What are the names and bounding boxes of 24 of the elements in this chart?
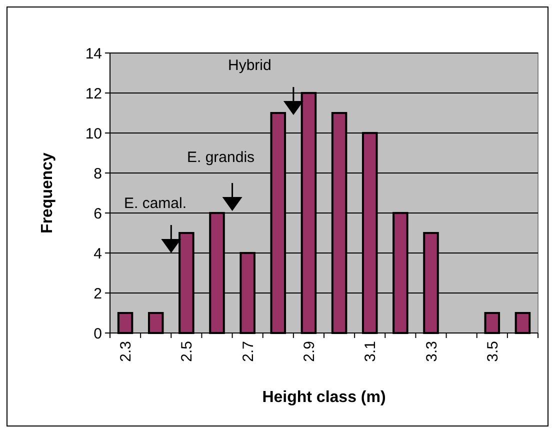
- y-tick-label: 4: [94, 245, 102, 262]
- y-tick-label: 0: [94, 325, 102, 342]
- y-tick-label: 10: [85, 125, 102, 142]
- annotation: E. grandis: [187, 149, 255, 166]
- x-tick-label: 2.7: [240, 341, 257, 362]
- y-tick-label: 2: [94, 285, 102, 302]
- x-tick-label: 2.3: [118, 341, 135, 362]
- x-tick-label: 2.9: [300, 341, 318, 362]
- x-tick-label: 3.3: [423, 341, 440, 362]
- bar: [148, 312, 164, 334]
- x-tick-label: 2.5: [178, 341, 196, 362]
- bar: [117, 312, 134, 334]
- y-tick-label: 12: [85, 85, 102, 102]
- x-tick-label: 3.1: [362, 341, 380, 362]
- y-tick-label: 8: [94, 165, 102, 182]
- bar: [514, 312, 531, 334]
- annotation: Hybrid: [228, 57, 272, 74]
- bar: [484, 312, 500, 334]
- y-tick-label: 14: [85, 45, 102, 62]
- annotation: E. camal.: [124, 195, 187, 212]
- y-tick-label: 6: [94, 205, 102, 222]
- y-axis-title: Frequency: [39, 152, 56, 234]
- x-tick-label: 3.5: [484, 341, 502, 362]
- x-axis-title: Height class (m): [262, 389, 386, 406]
